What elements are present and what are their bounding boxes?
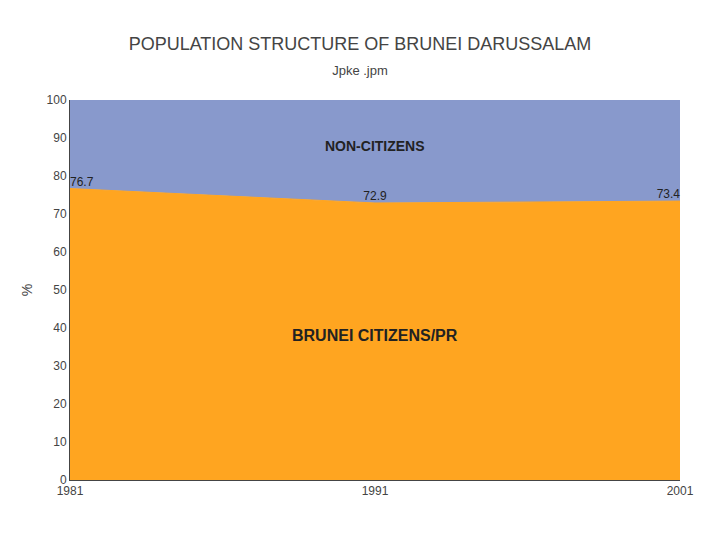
svg-text:NON-CITIZENS: NON-CITIZENS <box>325 138 425 154</box>
svg-text:73.4: 73.4 <box>657 187 681 201</box>
svg-text:Jpke .jpm: Jpke .jpm <box>332 63 388 78</box>
svg-text:10: 10 <box>53 435 67 449</box>
svg-text:90: 90 <box>53 131 67 145</box>
svg-text:70: 70 <box>53 207 67 221</box>
svg-text:50: 50 <box>53 283 67 297</box>
svg-text:1981: 1981 <box>57 484 84 498</box>
svg-text:20: 20 <box>53 397 67 411</box>
svg-text:1991: 1991 <box>362 484 389 498</box>
svg-text:40: 40 <box>53 321 67 335</box>
svg-text:60: 60 <box>53 245 67 259</box>
svg-text:100: 100 <box>47 93 67 107</box>
svg-text:%: % <box>19 284 35 296</box>
svg-text:76.7: 76.7 <box>70 175 94 189</box>
svg-text:POPULATION STRUCTURE OF BRUNEI: POPULATION STRUCTURE OF BRUNEI DARUSSALA… <box>129 34 592 54</box>
svg-text:0: 0 <box>60 473 67 487</box>
svg-text:72.9: 72.9 <box>363 189 387 203</box>
svg-text:BRUNEI CITIZENS/PR: BRUNEI CITIZENS/PR <box>292 327 458 344</box>
svg-text:30: 30 <box>53 359 67 373</box>
svg-text:2001: 2001 <box>667 484 694 498</box>
svg-text:80: 80 <box>53 169 67 183</box>
